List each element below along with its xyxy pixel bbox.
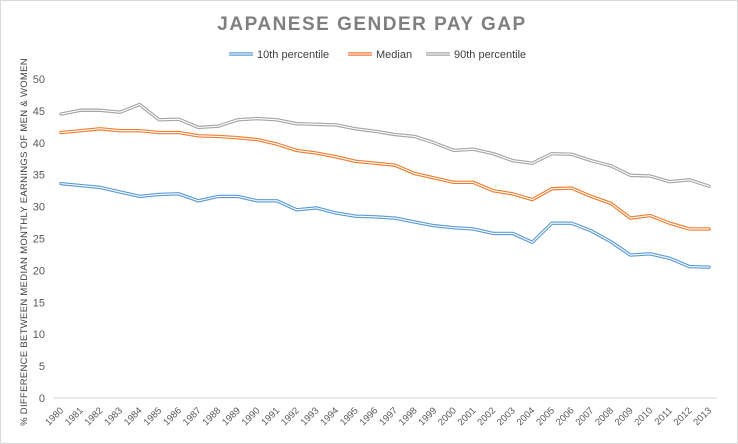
- x-tick-label: 1988: [200, 405, 223, 428]
- y-axis: 0 5 10 15 20 25 30 35 40 45 50: [33, 74, 45, 405]
- legend-label: 90th percentile: [454, 49, 526, 61]
- x-tick-label: 2003: [495, 405, 518, 428]
- x-axis: 1980198119821983198419851986198719881989…: [43, 397, 717, 428]
- x-tick-label: 2005: [534, 405, 557, 428]
- legend-label: 10th percentile: [257, 49, 329, 61]
- y-tick-label: 50: [33, 74, 45, 86]
- y-tick-label: 25: [33, 234, 45, 246]
- x-tick-label: 1998: [397, 405, 420, 428]
- y-tick-label: 40: [33, 138, 45, 150]
- x-tick-label: 1982: [83, 405, 106, 428]
- x-tick-label: 1981: [63, 405, 86, 428]
- x-tick-label: 1999: [416, 405, 439, 428]
- legend-item: 10th percentile: [229, 49, 329, 61]
- series-line-1-inner: [60, 183, 710, 268]
- y-tick-label: 20: [33, 265, 45, 277]
- x-tick-label: 1987: [181, 405, 204, 428]
- x-tick-label: 2007: [574, 405, 597, 428]
- x-tick-label: 2000: [436, 405, 459, 428]
- x-tick-label: 1980: [43, 405, 66, 428]
- x-tick-label: 1995: [338, 405, 361, 428]
- y-tick-label: 5: [39, 361, 45, 373]
- series-line-3: [59, 102, 711, 188]
- x-tick-label: 2012: [672, 405, 695, 428]
- x-tick-label: 2002: [475, 405, 498, 428]
- x-tick-label: 1996: [358, 405, 381, 428]
- x-tick-label: 1994: [318, 405, 341, 428]
- y-tick-label: 0: [39, 393, 45, 405]
- x-tick-label: 2008: [593, 405, 616, 428]
- x-tick-label: 2010: [632, 405, 655, 428]
- y-tick-label: 45: [33, 106, 45, 118]
- legend: 10th percentile Median 90th percentile: [229, 49, 526, 61]
- y-tick-label: 15: [33, 297, 45, 309]
- x-tick-label: 1985: [142, 405, 165, 428]
- y-axis-label: % DIFFERENCE BETWEEN MEDIAN MONTHLY EARN…: [19, 58, 30, 426]
- plot-area: [59, 102, 711, 269]
- x-tick-label: 1991: [259, 405, 282, 428]
- x-tick-label: 2001: [456, 405, 479, 428]
- series-line-2-inner: [60, 128, 710, 230]
- series-line-3-inner: [60, 103, 710, 187]
- x-tick-label: 2004: [515, 405, 538, 428]
- x-tick-label: 2009: [613, 405, 636, 428]
- x-tick-label: 2011: [653, 405, 675, 427]
- x-tick-label: 1993: [299, 405, 322, 428]
- y-tick-label: 30: [33, 202, 45, 214]
- legend-label: Median: [376, 49, 412, 61]
- x-tick-label: 1992: [279, 405, 302, 428]
- x-tick-label: 1984: [122, 405, 145, 428]
- x-tick-label: 2006: [554, 405, 577, 428]
- legend-item: Median: [348, 49, 412, 61]
- x-tick-label: 1986: [161, 405, 184, 428]
- y-tick-label: 35: [33, 170, 45, 182]
- x-tick-label: 1983: [102, 405, 125, 428]
- x-tick-label: 1990: [240, 405, 263, 428]
- legend-item: 90th percentile: [426, 49, 526, 61]
- x-tick-label: 2013: [691, 405, 714, 428]
- x-tick-label: 1997: [377, 405, 400, 428]
- series-line-2: [59, 127, 711, 231]
- series-line-1: [59, 181, 711, 269]
- y-tick-label: 10: [33, 329, 45, 341]
- chart-title: JAPANESE GENDER PAY GAP: [217, 14, 526, 35]
- x-tick-label: 1989: [220, 405, 243, 428]
